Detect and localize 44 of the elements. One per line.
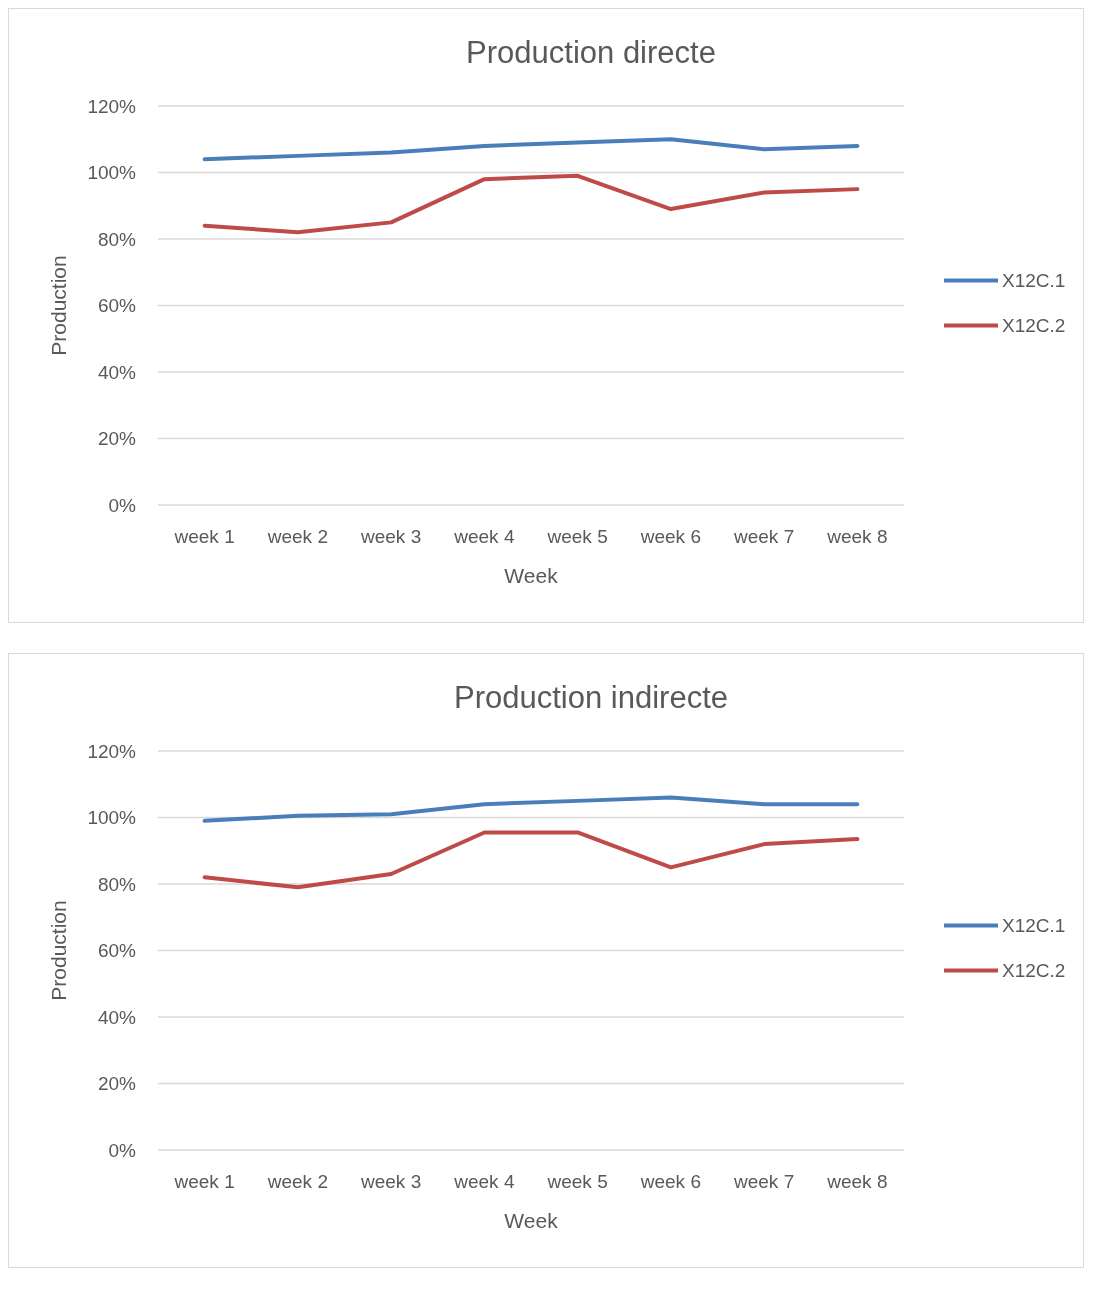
legend-label: X12C.2	[1002, 960, 1066, 982]
legend-label: X12C.2	[1002, 315, 1066, 337]
x-tick-label: week 5	[546, 1171, 608, 1192]
x-tick-label: week 4	[453, 1171, 515, 1192]
x-tick-label: week 3	[360, 1171, 422, 1192]
x-tick-label: week 1	[173, 1171, 235, 1192]
y-tick-label: 100%	[87, 807, 137, 829]
y-tick-label: 120%	[87, 95, 137, 117]
x-tick-label: week 5	[546, 526, 608, 547]
x-axis-title: Week	[504, 564, 559, 587]
line-series	[202, 795, 860, 823]
line-series	[202, 137, 860, 162]
y-tick-label: 60%	[97, 295, 137, 317]
line-series	[202, 173, 860, 235]
legend-label: X12C.1	[1002, 270, 1066, 292]
x-tick-label: week 1	[173, 526, 235, 547]
y-tick-label: 20%	[97, 428, 137, 450]
x-tick-label: week 7	[733, 526, 795, 547]
y-axis-title: Production	[47, 900, 70, 1001]
x-axis-title: Week	[504, 1209, 559, 1232]
y-tick-label: 40%	[97, 1006, 137, 1028]
x-tick-label: week 8	[826, 526, 888, 547]
y-tick-label: 80%	[97, 228, 137, 250]
x-tick-label: week 3	[360, 526, 422, 547]
y-tick-label: 40%	[97, 361, 137, 383]
x-tick-label: week 6	[639, 1171, 701, 1192]
y-axis-title: Production	[47, 255, 70, 356]
x-tick-label: week 2	[266, 1171, 328, 1192]
y-tick-label: 0%	[108, 1139, 137, 1161]
y-tick-label: 80%	[97, 873, 137, 895]
chart-title: Production directe	[466, 35, 716, 70]
x-tick-label: week 8	[826, 1171, 888, 1192]
y-tick-label: 100%	[87, 162, 137, 184]
line-series	[202, 830, 860, 890]
y-tick-label: 20%	[97, 1073, 137, 1095]
x-tick-label: week 6	[639, 526, 701, 547]
y-tick-label: 0%	[108, 494, 137, 516]
y-tick-label: 120%	[87, 740, 137, 762]
x-tick-label: week 2	[266, 526, 328, 547]
x-tick-label: week 4	[453, 526, 515, 547]
legend-label: X12C.1	[1002, 915, 1066, 937]
x-tick-label: week 7	[733, 1171, 795, 1192]
chart-title: Production indirecte	[454, 680, 728, 715]
y-tick-label: 60%	[97, 940, 137, 962]
